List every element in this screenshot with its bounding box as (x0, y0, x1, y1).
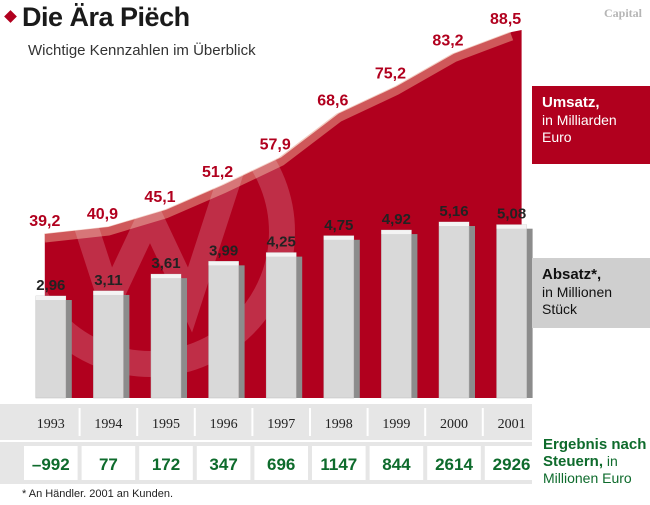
absatz-bar-cap (35, 296, 66, 300)
ergebnis-value-label: 2614 (435, 455, 473, 474)
ergebnis-value-label: 844 (382, 455, 411, 474)
absatz-bar-cap (93, 290, 124, 295)
umsatz-value-label: 51,2 (202, 164, 233, 181)
absatz-bar-shadow (411, 234, 418, 398)
absatz-value-label: 5,16 (439, 203, 468, 220)
legend-umsatz: Umsatz, in Milliarden Euro (532, 86, 650, 164)
ergebnis-cell (427, 446, 481, 480)
umsatz-value-label: 88,5 (490, 11, 521, 28)
absatz-bar (35, 295, 67, 399)
watermark-ring (5, 87, 295, 377)
ergebnis-value-label: 1147 (320, 455, 357, 474)
absatz-bar-cap (496, 224, 527, 229)
absatz-bar-shadow (123, 294, 130, 398)
ergebnis-cell (24, 446, 78, 480)
absatz-bar (381, 229, 412, 399)
legend-umsatz-title: Umsatz, (542, 94, 600, 111)
ergebnis-value-label: –992 (32, 455, 70, 474)
umsatz-value-label: 68,6 (317, 93, 348, 110)
ergebnis-cell (196, 446, 251, 480)
absatz-bar-cap (439, 222, 469, 226)
footnote: * An Händler. 2001 an Kunden. (22, 488, 174, 500)
legend-ergebnis-sub: in Millionen Euro (543, 453, 632, 486)
umsatz-value-label: 57,9 (260, 136, 291, 153)
absatz-bar-shadow (181, 278, 187, 398)
absatz-bar-cap (381, 230, 412, 235)
absatz-value-label: 3,11 (94, 272, 122, 289)
legend-ergebnis-title: Ergebnis nach Steuern, (543, 436, 647, 470)
umsatz-value-label: 83,2 (432, 33, 463, 50)
absatz-value-label: 4,92 (382, 211, 411, 228)
absatz-bar (265, 252, 297, 399)
absatz-value-label: 4,25 (267, 234, 296, 251)
absatz-bar-cap (323, 235, 354, 240)
absatz-bar-cap (151, 274, 181, 279)
x-tick-label: 1995 (152, 417, 180, 432)
legend-umsatz-sub: in Milliarden Euro (542, 112, 617, 145)
absatz-value-label: 3,61 (151, 255, 180, 272)
absatz-value-label: 2,96 (36, 277, 65, 294)
umsatz-area-highlight (44, 31, 514, 243)
absatz-value-label: 5,08 (497, 206, 526, 223)
absatz-bar-shadow (353, 239, 360, 398)
absatz-bar (93, 290, 124, 399)
absatz-bar-shadow (238, 265, 245, 398)
absatz-bar-shadow (469, 226, 475, 398)
umsatz-value-label: 75,2 (375, 65, 406, 82)
absatz-value-label: 4,75 (324, 217, 353, 234)
legend-absatz-title: Absatz*, (542, 266, 602, 283)
x-tick-label: 1997 (267, 417, 295, 432)
absatz-bar-cap (266, 252, 297, 257)
x-tick-label: 1998 (325, 417, 353, 432)
x-tick-label: 1999 (382, 417, 410, 432)
absatz-bar (150, 273, 182, 399)
watermark-logo-icon (5, 87, 295, 377)
x-tick-label: 1993 (37, 417, 65, 432)
absatz-bar (323, 235, 355, 399)
x-tick-label: 2001 (498, 417, 526, 432)
ergebnis-value-label: 172 (152, 455, 180, 474)
legend-ergebnis: Ergebnis nach Steuern, in Millionen Euro (543, 436, 650, 487)
absatz-bar (496, 224, 527, 399)
absatz-bar-shadow (65, 300, 72, 398)
chart-title: Die Ära Piëch (22, 2, 190, 32)
watermark-letter (46, 136, 254, 333)
absatz-value-label: 3,99 (209, 242, 238, 259)
ergebnis-value-label: 696 (267, 455, 295, 474)
legend-absatz: Absatz*, in Millionen Stück (532, 258, 650, 328)
ergebnis-cell (139, 446, 193, 480)
ergebnis-value-label: 77 (99, 455, 118, 474)
ergebnis-cell (254, 446, 308, 480)
absatz-bar-shadow (526, 228, 533, 398)
absatz-bar (208, 261, 239, 399)
x-tick-label: 1996 (210, 417, 238, 432)
ergebnis-cell (312, 446, 366, 480)
ergebnis-cell (369, 446, 424, 480)
ergebnis-cell (484, 446, 539, 480)
year-row-bg (0, 404, 532, 440)
umsatz-value-label: 39,2 (29, 213, 60, 230)
ergebnis-value-label: 2926 (493, 455, 531, 474)
legend-absatz-sub: in Millionen Stück (542, 284, 613, 317)
ergebnis-value-label: 347 (209, 455, 237, 474)
absatz-bar (438, 221, 470, 399)
brand-logo: Capital (604, 6, 643, 20)
umsatz-value-label: 45,1 (144, 189, 175, 206)
x-tick-label: 2000 (440, 417, 468, 432)
absatz-bar-shadow (296, 256, 303, 398)
ergebnis-cell (81, 446, 136, 480)
absatz-bar-cap (208, 261, 239, 266)
x-tick-label: 1994 (94, 417, 122, 432)
chart-subtitle: Wichtige Kennzahlen im Überblick (28, 42, 256, 59)
umsatz-value-label: 40,9 (87, 206, 118, 223)
